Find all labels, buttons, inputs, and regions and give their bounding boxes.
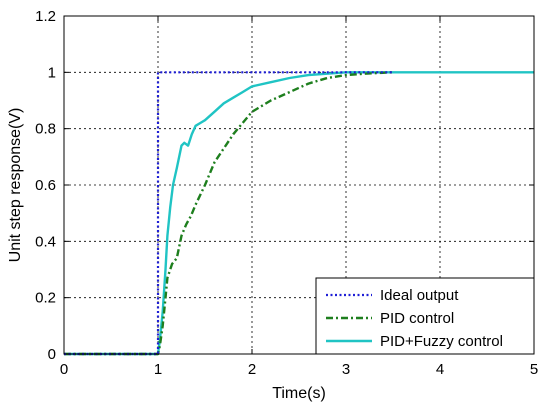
x-axis-title: Time(s) xyxy=(272,385,326,402)
x-tick-label: 1 xyxy=(154,361,162,378)
x-tick-label: 3 xyxy=(342,361,350,378)
y-tick-label: 1 xyxy=(48,64,56,81)
legend-label-0: Ideal output xyxy=(380,287,459,304)
y-tick-label: 0 xyxy=(48,346,56,363)
series-line-1 xyxy=(64,71,394,356)
y-tick-label: 0.2 xyxy=(35,290,56,307)
series-line-2 xyxy=(64,71,534,356)
y-tick-label: 1.2 xyxy=(35,8,56,25)
x-tick-labels: 0 1 2 3 4 5 xyxy=(60,361,538,378)
x-tick-label: 2 xyxy=(248,361,256,378)
y-axis-title: Unit step response(V) xyxy=(7,108,24,263)
legend-label-1: PID control xyxy=(380,310,454,327)
y-tick-label: 0.4 xyxy=(35,233,56,250)
plot-frame xyxy=(63,15,535,355)
y-tick-label: 0.8 xyxy=(35,121,56,138)
legend: Ideal output PID control PID+Fuzzy control xyxy=(315,277,535,355)
x-tick-label: 4 xyxy=(436,361,444,378)
y-tick-label: 0.6 xyxy=(35,177,56,194)
y-tick-labels: 0 0.2 0.4 0.6 0.8 1 1.2 xyxy=(35,8,56,363)
x-tick-label: 5 xyxy=(530,361,538,378)
x-tick-label: 0 xyxy=(60,361,68,378)
legend-label-2: PID+Fuzzy control xyxy=(380,333,503,350)
